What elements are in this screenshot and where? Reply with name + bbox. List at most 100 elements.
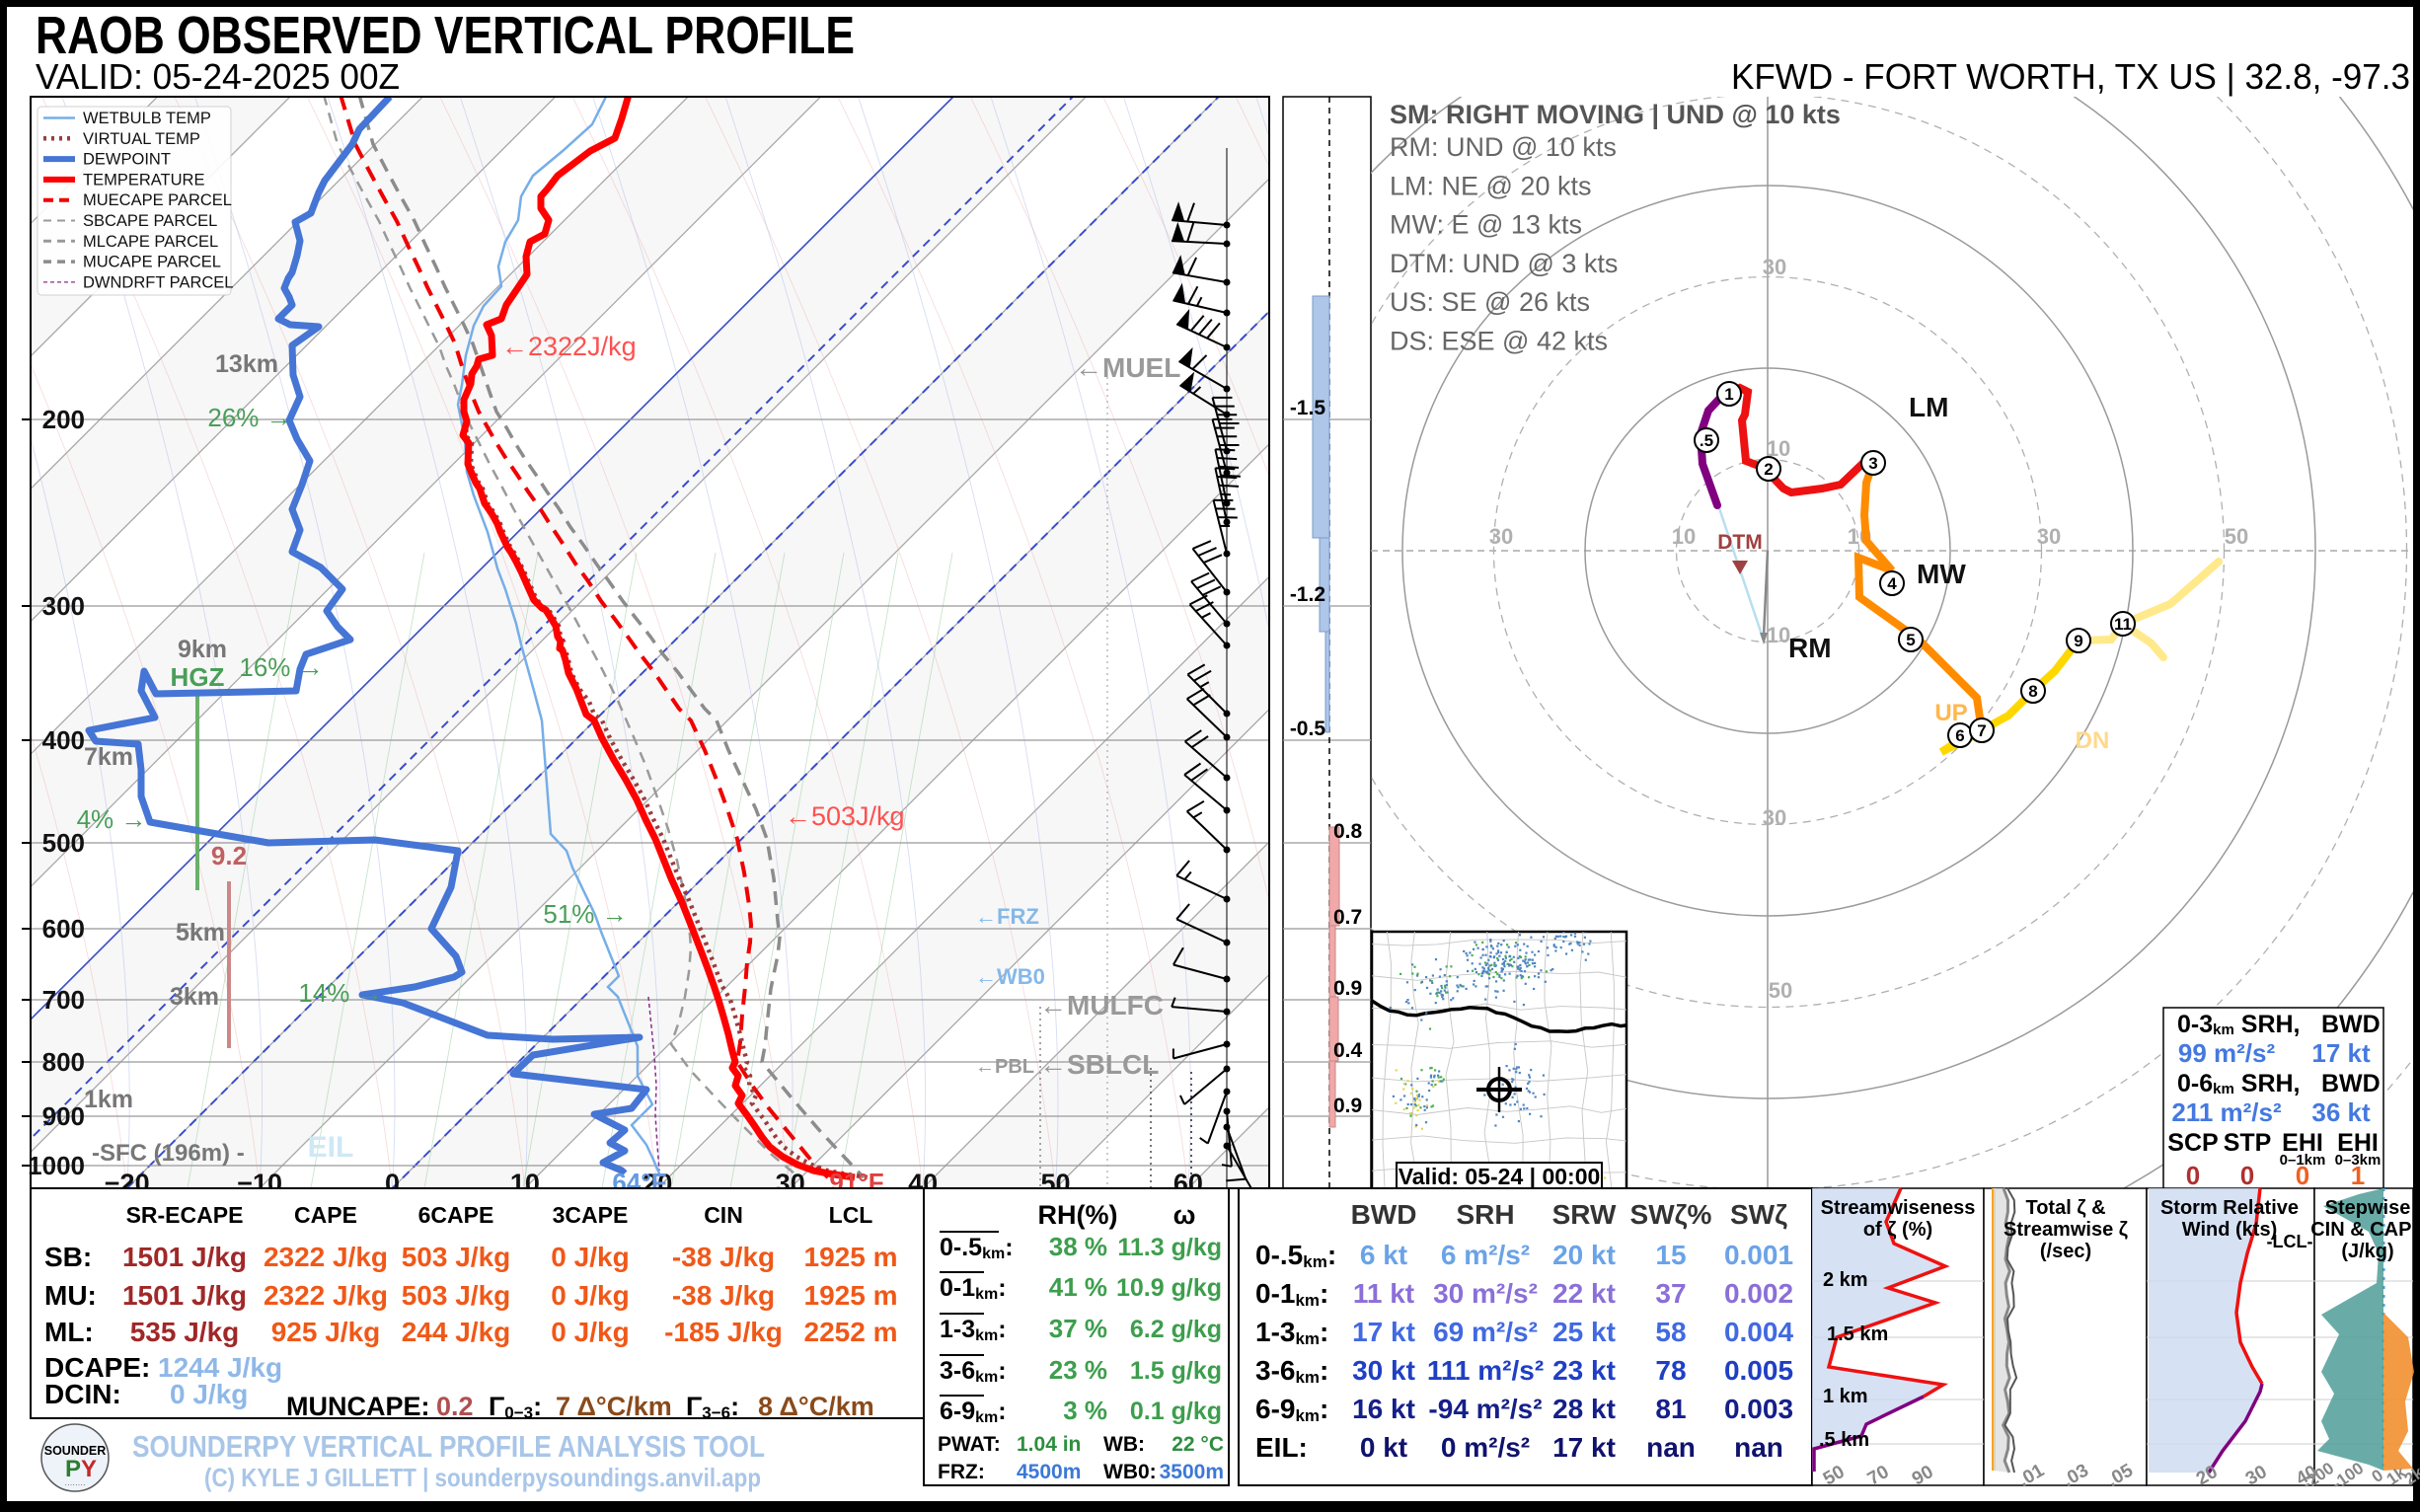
svg-text:111 m²/s²: 111 m²/s² <box>1427 1355 1544 1386</box>
svg-text:0.8: 0.8 <box>1333 820 1363 843</box>
svg-text:-94 m²/s²: -94 m²/s² <box>1428 1394 1542 1424</box>
svg-text:CAPE: CAPE <box>294 1202 357 1228</box>
svg-text:0–3km: 0–3km <box>2335 1152 2382 1169</box>
svg-text:VIRTUAL TEMP: VIRTUAL TEMP <box>83 130 200 148</box>
svg-text:3500m: 3500m <box>1160 1461 1224 1483</box>
svg-text:2322 J/kg: 2322 J/kg <box>264 1242 388 1272</box>
svg-text:DEWPOINT: DEWPOINT <box>83 151 171 169</box>
svg-text:←2322J/kg: ←2322J/kg <box>501 332 637 361</box>
svg-text:0.2: 0.2 <box>436 1392 474 1421</box>
svg-text:SWζ%: SWζ% <box>1630 1199 1712 1230</box>
svg-text:CIN: CIN <box>704 1202 743 1228</box>
svg-text:FRZ:: FRZ: <box>938 1461 985 1483</box>
svg-text:700: 700 <box>42 985 85 1015</box>
svg-text:6: 6 <box>1955 726 1964 745</box>
svg-text:51% →: 51% → <box>543 899 627 929</box>
svg-text:2: 2 <box>1764 460 1773 479</box>
svg-text:Total ζ &: Total ζ & <box>2025 1197 2105 1219</box>
svg-text:503 J/kg: 503 J/kg <box>402 1242 511 1272</box>
svg-text:9.2: 9.2 <box>211 841 247 870</box>
svg-text:0 J/kg: 0 J/kg <box>551 1242 629 1272</box>
svg-text:-38 J/kg: -38 J/kg <box>672 1280 775 1311</box>
svg-text:1925 m: 1925 m <box>804 1280 898 1311</box>
svg-text:SR-ECAPE: SR-ECAPE <box>126 1202 244 1228</box>
svg-text:22 °C: 22 °C <box>1172 1433 1224 1456</box>
svg-text:3CAPE: 3CAPE <box>553 1202 629 1228</box>
svg-text:LM: LM <box>1909 392 1948 422</box>
svg-text:81: 81 <box>1655 1394 1686 1424</box>
svg-text:of ζ (%): of ζ (%) <box>1863 1219 1932 1241</box>
svg-text:MLCAPE PARCEL: MLCAPE PARCEL <box>83 233 218 251</box>
svg-text:.5 km: .5 km <box>1819 1429 1869 1451</box>
svg-text:0: 0 <box>2296 1161 2309 1190</box>
svg-text:11 kt: 11 kt <box>1353 1278 1414 1309</box>
svg-text:DTM: DTM <box>1717 531 1763 554</box>
svg-text:41 %: 41 % <box>1049 1272 1107 1302</box>
svg-text:0.9: 0.9 <box>1333 977 1362 1000</box>
svg-text:16 kt: 16 kt <box>1352 1394 1415 1424</box>
svg-text:0.003: 0.003 <box>1724 1394 1793 1424</box>
svg-text:8 Δ°C/km: 8 Δ°C/km <box>758 1392 874 1421</box>
svg-text:SB:: SB: <box>44 1242 92 1272</box>
svg-text:0: 0 <box>2186 1161 2200 1190</box>
svg-text:TEMPERATURE: TEMPERATURE <box>83 171 204 189</box>
svg-text:MUCAPE PARCEL: MUCAPE PARCEL <box>83 254 221 271</box>
svg-text:-38 J/kg: -38 J/kg <box>672 1242 775 1272</box>
svg-text:25 kt: 25 kt <box>1552 1317 1616 1347</box>
svg-text:14% →: 14% → <box>298 978 382 1008</box>
svg-text:0 J/kg: 0 J/kg <box>170 1379 248 1409</box>
svg-text:7km: 7km <box>84 743 133 771</box>
svg-text:6 m²/s²: 6 m²/s² <box>1441 1240 1530 1270</box>
svg-text:0.9: 0.9 <box>1333 1095 1362 1117</box>
svg-text:22 kt: 22 kt <box>1552 1278 1616 1309</box>
svg-text:28 kt: 28 kt <box>1552 1394 1616 1424</box>
svg-text:HGZ: HGZ <box>171 662 225 692</box>
svg-text:Stepwise: Stepwise <box>2325 1197 2411 1219</box>
svg-text:11: 11 <box>2114 615 2132 634</box>
svg-text:6 kt: 6 kt <box>1360 1240 1407 1270</box>
svg-text:23 %: 23 % <box>1049 1355 1107 1385</box>
svg-text:SRH: SRH <box>1456 1199 1514 1230</box>
svg-text:17 kt: 17 kt <box>1352 1317 1415 1347</box>
svg-text:-185 J/kg: -185 J/kg <box>664 1317 783 1347</box>
svg-text:23 kt: 23 kt <box>1552 1355 1616 1386</box>
svg-text:0-6km SRH,: 0-6km SRH, <box>2177 1070 2301 1097</box>
svg-text:←WB0: ←WB0 <box>975 964 1045 989</box>
svg-text:SOUNDER: SOUNDER <box>44 1444 107 1458</box>
svg-text:SCP: SCP <box>2167 1129 2218 1157</box>
svg-text:36 kt: 36 kt <box>2311 1097 2371 1127</box>
svg-text:Streamwiseness: Streamwiseness <box>1821 1197 1976 1219</box>
svg-text:ML:: ML: <box>44 1317 94 1347</box>
svg-text:4500m: 4500m <box>1017 1461 1081 1483</box>
svg-text:3: 3 <box>1868 454 1877 473</box>
svg-text:1: 1 <box>1724 385 1733 404</box>
svg-text:900: 900 <box>42 1101 85 1131</box>
svg-text:········: ········ <box>64 1480 85 1489</box>
svg-text:0.4: 0.4 <box>1333 1039 1363 1062</box>
svg-text:.5: .5 <box>1700 431 1713 450</box>
svg-text:Storm Relative: Storm Relative <box>2160 1197 2299 1219</box>
svg-text:15: 15 <box>1655 1240 1686 1270</box>
svg-text:-LCL-: -LCL- <box>2267 1232 2313 1251</box>
svg-text:17 kt: 17 kt <box>2311 1038 2371 1068</box>
svg-text:10: 10 <box>1672 524 1696 549</box>
svg-text:ω: ω <box>1173 1200 1196 1230</box>
svg-text:5: 5 <box>1906 631 1915 649</box>
svg-text:800: 800 <box>42 1047 85 1077</box>
svg-text:11.3 g/kg: 11.3 g/kg <box>1117 1234 1222 1261</box>
svg-text:2252 m: 2252 m <box>804 1317 898 1347</box>
svg-text:1501 J/kg: 1501 J/kg <box>122 1280 247 1311</box>
svg-text:DS: ESE @ 42 kts: DS: ESE @ 42 kts <box>1390 327 1608 356</box>
svg-text:600: 600 <box>42 914 85 944</box>
svg-text:STP: STP <box>2224 1129 2272 1157</box>
svg-text:0-.5km:: 0-.5km: <box>940 1234 1014 1262</box>
svg-text:0 m²/s²: 0 m²/s² <box>1441 1432 1530 1463</box>
svg-text:0 J/kg: 0 J/kg <box>551 1317 629 1347</box>
svg-text:Wind (kts): Wind (kts) <box>2182 1219 2277 1241</box>
svg-text:6-9km:: 6-9km: <box>1255 1394 1328 1425</box>
svg-text:RM: RM <box>1788 633 1832 663</box>
svg-text:503 J/kg: 503 J/kg <box>402 1280 511 1311</box>
svg-text:0.002: 0.002 <box>1724 1278 1793 1309</box>
svg-text:RH(%): RH(%) <box>1038 1200 1118 1230</box>
svg-text:16% →: 16% → <box>239 652 323 682</box>
